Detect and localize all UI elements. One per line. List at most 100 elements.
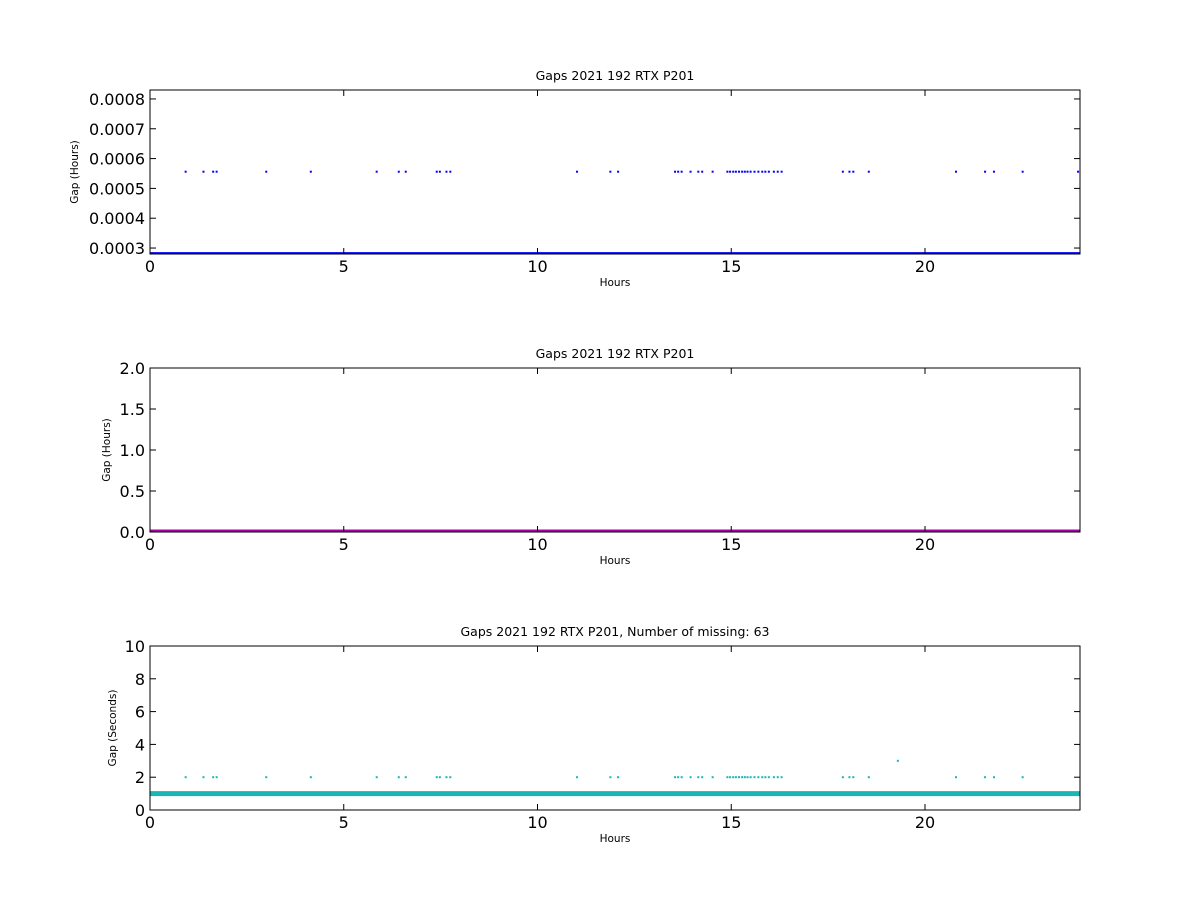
data-point (848, 170, 851, 173)
data-point (397, 776, 400, 779)
data-point (732, 776, 735, 779)
data-point (749, 776, 752, 779)
data-point (680, 776, 683, 779)
data-point (576, 776, 579, 779)
y-tick-label: 8 (135, 670, 145, 689)
y-tick-label: 0 (135, 801, 145, 820)
data-point (711, 776, 714, 779)
data-point (309, 170, 312, 173)
data-point (449, 776, 452, 779)
data-point (867, 170, 870, 173)
data-point (741, 776, 744, 779)
data-point (767, 170, 770, 173)
data-point (435, 170, 438, 173)
data-point (445, 776, 448, 779)
data-point (212, 776, 215, 779)
data-point (674, 170, 677, 173)
data-point (674, 776, 677, 779)
data-point (375, 776, 378, 779)
data-point (732, 170, 735, 173)
data-point (780, 776, 783, 779)
data-point (746, 776, 749, 779)
data-point (711, 170, 714, 173)
x-tick-label: 15 (721, 535, 741, 554)
chart-panel-hours: Gaps 2021 192 RTX P201 Hours Gap (Hours)… (101, 346, 1081, 567)
y-axis-label: Gap (Seconds) (107, 690, 119, 767)
x-tick-label: 10 (527, 813, 547, 832)
data-point (841, 776, 844, 779)
chart-title: Gaps 2021 192 RTX P201, Number of missin… (461, 624, 770, 639)
y-tick-label: 1.0 (120, 441, 145, 460)
y-tick-label: 0.0006 (89, 150, 145, 169)
data-point (729, 776, 732, 779)
data-point (992, 776, 995, 779)
data-point (743, 776, 746, 779)
data-point (848, 776, 851, 779)
x-tick-label: 0 (145, 813, 155, 832)
data-point (445, 170, 448, 173)
data-point (738, 170, 740, 173)
x-tick-label: 15 (721, 257, 741, 276)
y-tick-label: 0.0004 (89, 209, 145, 228)
data-point (184, 776, 187, 779)
data-point (955, 776, 957, 779)
plot-area (150, 170, 1080, 254)
data-point (609, 776, 612, 779)
data-point (776, 776, 779, 779)
data-point (677, 170, 680, 173)
x-tick-label: 20 (915, 257, 935, 276)
plot-area (150, 759, 1080, 797)
y-tick-label: 4 (135, 735, 145, 754)
data-point (265, 776, 268, 779)
data-point (697, 776, 700, 779)
data-point (375, 170, 378, 173)
data-point (689, 776, 692, 779)
plot-frame (149, 89, 1081, 255)
data-layer (150, 759, 1080, 797)
data-point (438, 776, 441, 779)
x-tick-label: 15 (721, 813, 741, 832)
data-point (757, 170, 760, 173)
data-point (404, 776, 407, 779)
x-axis-label: Hours (600, 833, 631, 845)
y-tick-label: 0.0003 (89, 239, 145, 258)
data-point (757, 776, 760, 779)
plot-frame (149, 367, 1081, 533)
y-tick-label: 0.0 (120, 523, 145, 542)
x-axis-label: Hours (600, 277, 631, 289)
data-point (753, 170, 756, 173)
data-point (992, 170, 995, 173)
y-tick-label: 2.0 (120, 359, 145, 378)
data-point (984, 170, 987, 173)
data-point (729, 170, 732, 173)
data-point (726, 776, 729, 779)
data-point (701, 776, 704, 779)
chart-title: Gaps 2021 192 RTX P201 (536, 346, 695, 361)
x-tick-label: 20 (915, 535, 935, 554)
data-point (680, 170, 683, 173)
data-point (841, 170, 844, 173)
x-tick-label: 10 (527, 257, 547, 276)
data-point (749, 170, 752, 173)
x-tick-label: 0 (145, 535, 155, 554)
data-point (753, 776, 756, 779)
data-point (215, 170, 218, 173)
data-point (1021, 170, 1024, 173)
data-point (776, 170, 779, 173)
y-tick-label: 6 (135, 703, 145, 722)
data-point (741, 170, 744, 173)
data-point (764, 170, 767, 173)
data-point (772, 170, 775, 173)
data-point (761, 170, 764, 173)
chart-title: Gaps 2021 192 RTX P201 (536, 68, 695, 83)
data-point (697, 170, 700, 173)
data-point (984, 776, 987, 779)
data-point (867, 776, 870, 779)
data-point (772, 776, 775, 779)
data-point (767, 776, 770, 779)
data-point (726, 170, 729, 173)
data-point (764, 776, 767, 779)
data-point (617, 170, 620, 173)
data-point (397, 170, 400, 173)
data-point (896, 759, 899, 762)
